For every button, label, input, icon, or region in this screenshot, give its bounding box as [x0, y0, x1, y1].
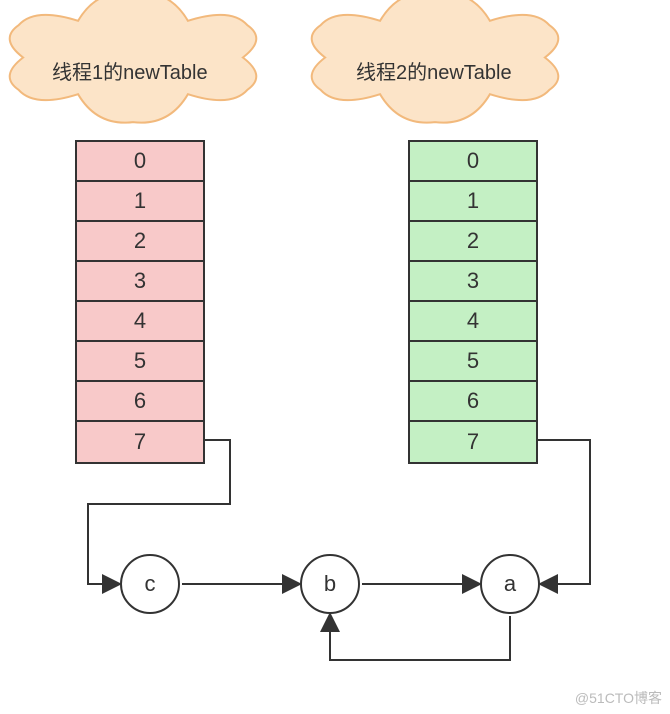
watermark: @51CTO博客 — [575, 688, 662, 708]
table-cell: 6 — [77, 382, 203, 422]
table-cell: 3 — [77, 262, 203, 302]
table-cell: 4 — [410, 302, 536, 342]
arrow — [538, 440, 590, 584]
linked-list-node: b — [300, 554, 360, 614]
hash-table: 01234567 — [75, 140, 205, 464]
table-cell: 5 — [77, 342, 203, 382]
table-cell: 3 — [410, 262, 536, 302]
table-cell: 1 — [77, 182, 203, 222]
table-cell: 4 — [77, 302, 203, 342]
cloud-label: 线程2的newTable — [356, 56, 512, 85]
table-cell: 1 — [410, 182, 536, 222]
linked-list-node: a — [480, 554, 540, 614]
table-cell: 2 — [77, 222, 203, 262]
table-cell: 7 — [410, 422, 536, 462]
linked-list-node: c — [120, 554, 180, 614]
table-cell: 7 — [77, 422, 203, 462]
table-cell: 2 — [410, 222, 536, 262]
arrow — [330, 616, 510, 660]
cloud-label: 线程1的newTable — [52, 56, 208, 85]
hash-table: 01234567 — [408, 140, 538, 464]
table-cell: 6 — [410, 382, 536, 422]
table-cell: 0 — [410, 142, 536, 182]
table-cell: 5 — [410, 342, 536, 382]
table-cell: 0 — [77, 142, 203, 182]
